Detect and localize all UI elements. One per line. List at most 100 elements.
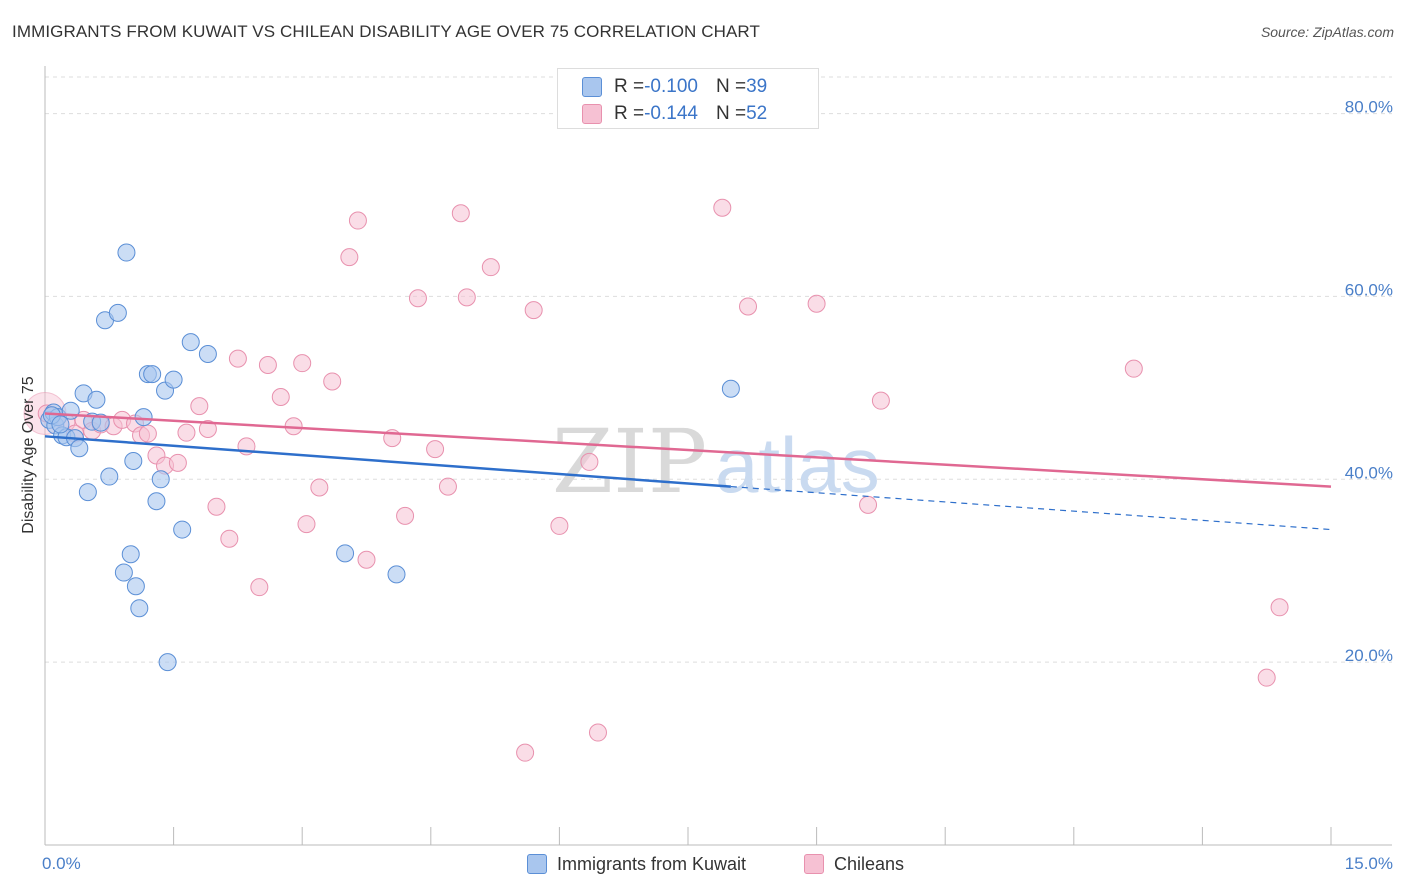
data-point-kuwait [121, 545, 140, 564]
data-point-chileans [190, 397, 209, 416]
data-point-kuwait [198, 345, 217, 364]
legend-swatch-kuwait [582, 77, 602, 97]
data-point-chileans [271, 388, 290, 406]
legend-swatch-chileans [582, 104, 602, 124]
data-point-chileans [1124, 359, 1143, 378]
data-point-kuwait [126, 577, 145, 596]
data-point-kuwait [164, 370, 183, 389]
data-point-chileans [426, 440, 445, 459]
data-point-chileans [207, 497, 226, 516]
data-point-kuwait [51, 415, 70, 434]
bottom-legend-label-chileans: Chileans [834, 853, 905, 874]
data-point-chileans [807, 294, 826, 313]
data-point-chileans [228, 349, 247, 368]
bottom-legend-swatch-chileans [804, 854, 824, 874]
axes [44, 66, 1392, 846]
legend-r-value-kuwait: -0.100 [644, 76, 698, 97]
data-point-chileans [408, 289, 427, 308]
legend-r-value-chileans: -0.144 [644, 103, 698, 124]
legend-n-value-kuwait: 39 [746, 76, 768, 97]
data-point-kuwait [70, 439, 89, 458]
data-point-kuwait [117, 243, 136, 262]
data-point-chileans [739, 297, 758, 316]
legend-r-label: R = [614, 76, 645, 97]
data-point-kuwait [87, 390, 106, 409]
data-point-kuwait [100, 467, 119, 486]
data-point-chileans [457, 288, 476, 307]
data-point-chileans [713, 198, 732, 217]
data-point-chileans [396, 506, 415, 525]
bottom-legend-swatch-kuwait [527, 854, 547, 874]
data-point-kuwait [134, 408, 153, 427]
watermark-atlas: atlas [715, 421, 880, 509]
bottom-legend-chileans[interactable]: Chileans [804, 851, 904, 877]
data-point-kuwait [181, 333, 200, 352]
x-tick-label-max: 15.0% [1345, 854, 1393, 873]
data-point-chileans [297, 515, 316, 534]
data-point-kuwait [336, 544, 355, 563]
data-point-chileans [524, 301, 543, 320]
data-point-kuwait [173, 520, 192, 539]
y-tick-label: 20.0% [1345, 646, 1393, 665]
watermark-zip: ZIP [552, 410, 707, 513]
legend-row-kuwait: R = -0.100 N = 39 [582, 75, 767, 99]
data-point-chileans [1270, 598, 1289, 617]
data-point-chileans [198, 420, 217, 438]
data-point-kuwait [91, 413, 110, 432]
y-tick-label: 60.0% [1345, 280, 1393, 299]
data-point-chileans [168, 453, 187, 472]
data-point-kuwait [114, 563, 133, 582]
data-point-kuwait [151, 470, 170, 489]
data-point-chileans [438, 477, 457, 496]
bottom-legend-kuwait[interactable]: Immigrants from Kuwait [527, 851, 746, 877]
data-points [23, 198, 1289, 762]
legend-n-label: N = [715, 103, 747, 124]
legend-n-value-chileans: 52 [746, 103, 768, 124]
data-point-chileans [859, 495, 878, 514]
legend-n-label: N = [715, 76, 747, 97]
data-point-kuwait [143, 365, 162, 384]
data-point-kuwait [108, 303, 127, 322]
trend-line-chileans [44, 412, 1332, 488]
data-point-chileans [293, 354, 312, 373]
grid-lines [45, 76, 1392, 663]
source-credit: Source: ZipAtlas.com [1260, 24, 1394, 40]
data-point-chileans [550, 516, 569, 535]
watermark: ZIP atlas [552, 410, 880, 513]
data-point-chileans [348, 211, 367, 230]
data-point-chileans [323, 372, 342, 391]
trend-line-kuwait [44, 435, 731, 488]
data-point-chileans [481, 258, 500, 277]
data-point-chileans [177, 423, 196, 442]
legend-r-label: R = [614, 103, 645, 124]
data-point-kuwait [158, 653, 177, 672]
data-point-chileans [357, 550, 376, 569]
data-point-chileans [220, 529, 239, 548]
data-point-kuwait [124, 452, 143, 470]
data-point-chileans [310, 478, 329, 497]
y-axis-label: Disability Age Over 75 [20, 376, 37, 534]
trend-line-kuwait-extrapolated [730, 486, 1332, 531]
y-tick-label: 40.0% [1345, 463, 1393, 482]
data-point-kuwait [130, 599, 149, 618]
x-tick-label-min: 0.0% [42, 854, 81, 873]
chart-title: IMMIGRANTS FROM KUWAIT VS CHILEAN DISABI… [12, 22, 760, 41]
data-point-kuwait [721, 379, 740, 398]
data-point-chileans [580, 452, 599, 471]
data-point-chileans [588, 723, 607, 742]
data-point-kuwait [387, 565, 406, 584]
y-tick-label: 80.0% [1345, 98, 1393, 117]
data-point-chileans [1257, 668, 1276, 687]
x-tick-labels: 0.0% 15.0% [42, 854, 1393, 873]
data-point-kuwait [147, 492, 166, 511]
trend-lines [44, 412, 1332, 531]
data-point-chileans [250, 578, 269, 597]
y-tick-labels: 20.0% 40.0% 60.0% 80.0% [1345, 98, 1393, 666]
legend-row-chileans: R = -0.144 N = 52 [582, 102, 767, 126]
correlation-legend: R = -0.100 N = 39 R = -0.144 N = 52 [557, 68, 819, 129]
data-point-kuwait [78, 483, 97, 502]
data-point-chileans [871, 391, 890, 410]
data-point-chileans [516, 743, 535, 762]
data-point-chileans [138, 424, 157, 443]
